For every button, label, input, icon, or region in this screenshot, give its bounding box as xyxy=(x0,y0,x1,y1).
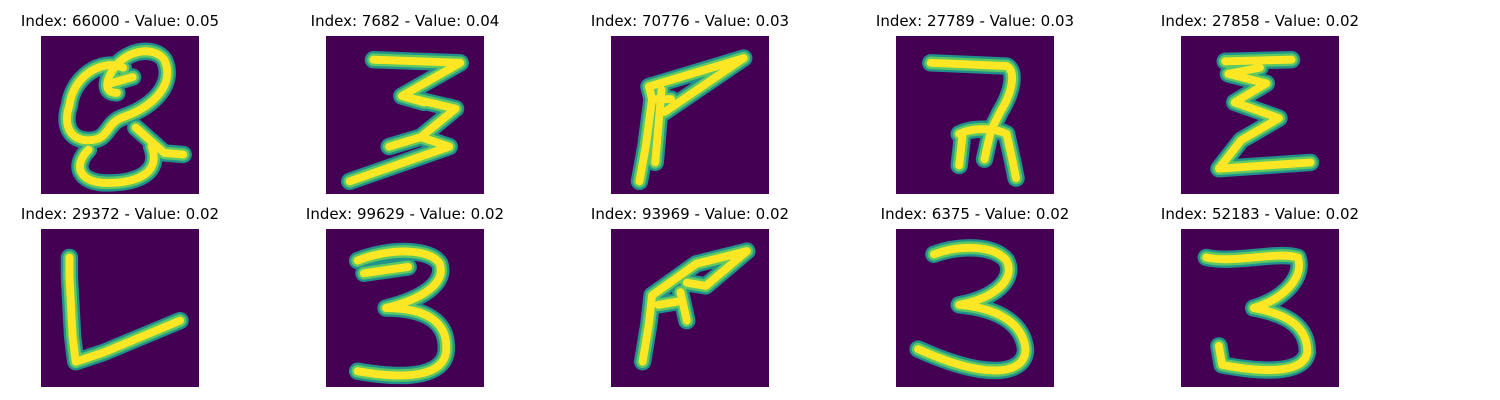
digit-image xyxy=(41,229,199,387)
panel-title: Index: 6375 - Value: 0.02 xyxy=(880,205,1070,223)
digit-image xyxy=(611,36,769,194)
digit-image xyxy=(896,229,1054,387)
image-panel: Index: 52183 - Value: 0.02 xyxy=(1140,204,1380,394)
image-panel: Index: 27789 - Value: 0.03 xyxy=(855,11,1095,201)
image-panel: Index: 7682 - Value: 0.04 xyxy=(285,11,525,201)
digit-image xyxy=(326,36,484,194)
panel-title: Index: 66000 - Value: 0.05 xyxy=(20,12,220,30)
panel-title: Index: 70776 - Value: 0.03 xyxy=(590,12,790,30)
digit-image xyxy=(41,36,199,194)
digit-image xyxy=(611,229,769,387)
image-panel: Index: 99629 - Value: 0.02 xyxy=(285,204,525,394)
image-panel: Index: 27858 - Value: 0.02 xyxy=(1140,11,1380,201)
digit-image xyxy=(1181,229,1339,387)
panel-title: Index: 99629 - Value: 0.02 xyxy=(305,205,505,223)
digit-image xyxy=(896,36,1054,194)
image-panel: Index: 66000 - Value: 0.05 xyxy=(0,11,240,201)
image-panel: Index: 29372 - Value: 0.02 xyxy=(0,204,240,394)
panel-title: Index: 29372 - Value: 0.02 xyxy=(20,205,220,223)
panel-title: Index: 27789 - Value: 0.03 xyxy=(875,12,1075,30)
panel-title: Index: 7682 - Value: 0.04 xyxy=(310,12,500,30)
digit-image xyxy=(1181,36,1339,194)
panel-title: Index: 52183 - Value: 0.02 xyxy=(1160,205,1360,223)
image-panel: Index: 6375 - Value: 0.02 xyxy=(855,204,1095,394)
image-panel: Index: 70776 - Value: 0.03 xyxy=(570,11,810,201)
image-panel: Index: 93969 - Value: 0.02 xyxy=(570,204,810,394)
digit-image xyxy=(326,229,484,387)
panel-title: Index: 93969 - Value: 0.02 xyxy=(590,205,790,223)
panel-title: Index: 27858 - Value: 0.02 xyxy=(1160,12,1360,30)
